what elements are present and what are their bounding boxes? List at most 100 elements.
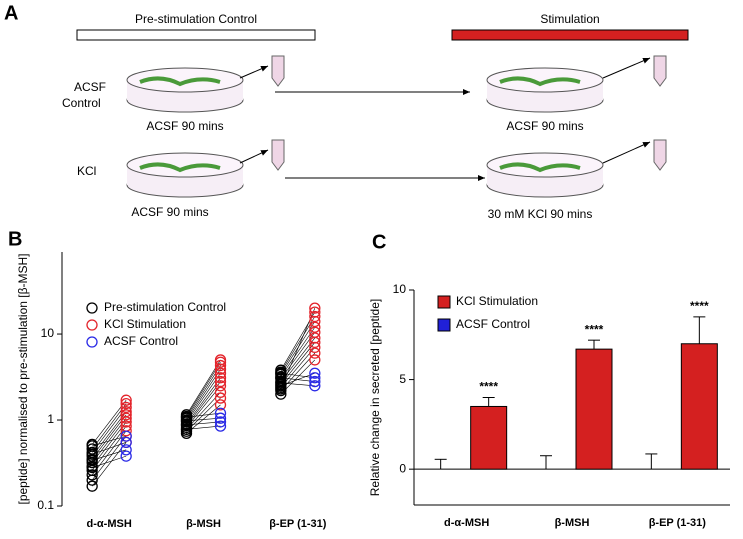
pair-line	[91, 411, 127, 457]
pair-line	[280, 372, 315, 387]
point	[180, 411, 193, 423]
point	[86, 461, 98, 474]
point	[275, 383, 287, 395]
pair-line	[91, 442, 127, 487]
y-tick-label: 1	[47, 412, 54, 426]
x-tick-label: β-MSH	[555, 517, 590, 529]
point	[309, 347, 321, 359]
point	[120, 401, 132, 414]
x-tick-label: β-MSH	[186, 518, 221, 530]
point	[120, 406, 132, 418]
point	[86, 448, 98, 460]
pair-line	[186, 373, 221, 423]
annotation: ****	[690, 299, 709, 313]
point	[86, 454, 98, 466]
pair-line	[280, 372, 315, 379]
point	[214, 359, 227, 372]
pair-line	[92, 435, 127, 447]
condition: 30 mM KCl 90 mins	[488, 207, 593, 221]
point	[214, 375, 227, 388]
point	[120, 430, 132, 442]
pair-line	[186, 417, 221, 422]
pair-line	[186, 359, 221, 415]
pair-line	[186, 392, 221, 430]
point	[309, 380, 321, 392]
pair-line	[280, 337, 316, 382]
legend-swatch	[437, 318, 451, 332]
pair-line	[280, 332, 316, 380]
point	[180, 415, 193, 427]
point	[214, 420, 227, 432]
legend-label: ACSF Control	[104, 334, 178, 348]
point	[214, 380, 227, 392]
row-label: ACSF	[74, 80, 106, 94]
legend-swatch	[437, 295, 451, 309]
point	[214, 392, 227, 404]
legend-marker	[86, 302, 98, 314]
bar	[575, 348, 613, 470]
point	[120, 409, 132, 421]
point	[214, 354, 227, 366]
point	[309, 310, 321, 323]
pair-line	[186, 365, 221, 419]
panel-a: A Pre-stimulation Control Stimulation AC…	[4, 2, 689, 221]
bar	[470, 405, 508, 470]
pair-line	[186, 425, 221, 430]
pair-line	[280, 308, 316, 390]
condition: ACSF 90 mins	[146, 119, 223, 133]
y-axis-label: Relative change in secreted [peptide]	[368, 299, 382, 496]
pair-line	[91, 400, 127, 445]
pair-line	[280, 352, 316, 391]
pair-line	[92, 442, 127, 455]
point	[275, 364, 287, 376]
point	[214, 412, 227, 424]
pre-bar-label: Pre-stimulation Control	[135, 12, 257, 26]
point	[309, 372, 321, 384]
annotation: ****	[479, 380, 498, 394]
stim-bar	[451, 29, 689, 41]
point	[120, 398, 132, 410]
y-tick-label: 5	[399, 372, 406, 386]
point	[120, 412, 132, 424]
row-label: KCl	[77, 164, 96, 178]
point	[180, 423, 193, 435]
point	[214, 386, 227, 398]
point	[120, 444, 132, 456]
pair-line	[186, 369, 221, 421]
pair-line	[92, 449, 127, 461]
point	[309, 306, 321, 318]
pair-line	[186, 421, 221, 426]
pair-line	[186, 412, 221, 418]
legend-label: Pre-stimulation Control	[104, 300, 226, 314]
pair-line	[91, 418, 127, 463]
pair-line	[186, 397, 221, 432]
pair-line	[280, 359, 316, 395]
condition: ACSF 90 mins	[131, 205, 208, 219]
annotation: ****	[585, 322, 604, 336]
bar	[680, 343, 718, 470]
legend-marker	[86, 319, 98, 331]
point	[309, 367, 321, 379]
y-tick-label: 10	[393, 282, 407, 296]
point	[120, 425, 132, 437]
pair-line	[91, 407, 127, 453]
legend-marker	[86, 336, 98, 348]
pair-line	[91, 403, 127, 450]
row-label: Control	[62, 96, 101, 110]
point	[309, 302, 321, 314]
point	[120, 450, 132, 462]
y-axis-label: [peptide] normalised to pre-stimulation …	[16, 253, 30, 504]
arrows	[239, 57, 651, 181]
pair-line	[186, 381, 221, 426]
y-tick-label: 10	[41, 326, 55, 340]
tubes	[271, 55, 667, 171]
x-tick-label: d-α-MSH	[444, 517, 489, 529]
point	[214, 399, 227, 411]
point	[275, 372, 287, 384]
point	[120, 394, 132, 406]
panel-label: A	[4, 2, 18, 24]
point	[309, 326, 321, 338]
point	[120, 436, 132, 448]
y-tick-label: 0	[399, 461, 406, 475]
